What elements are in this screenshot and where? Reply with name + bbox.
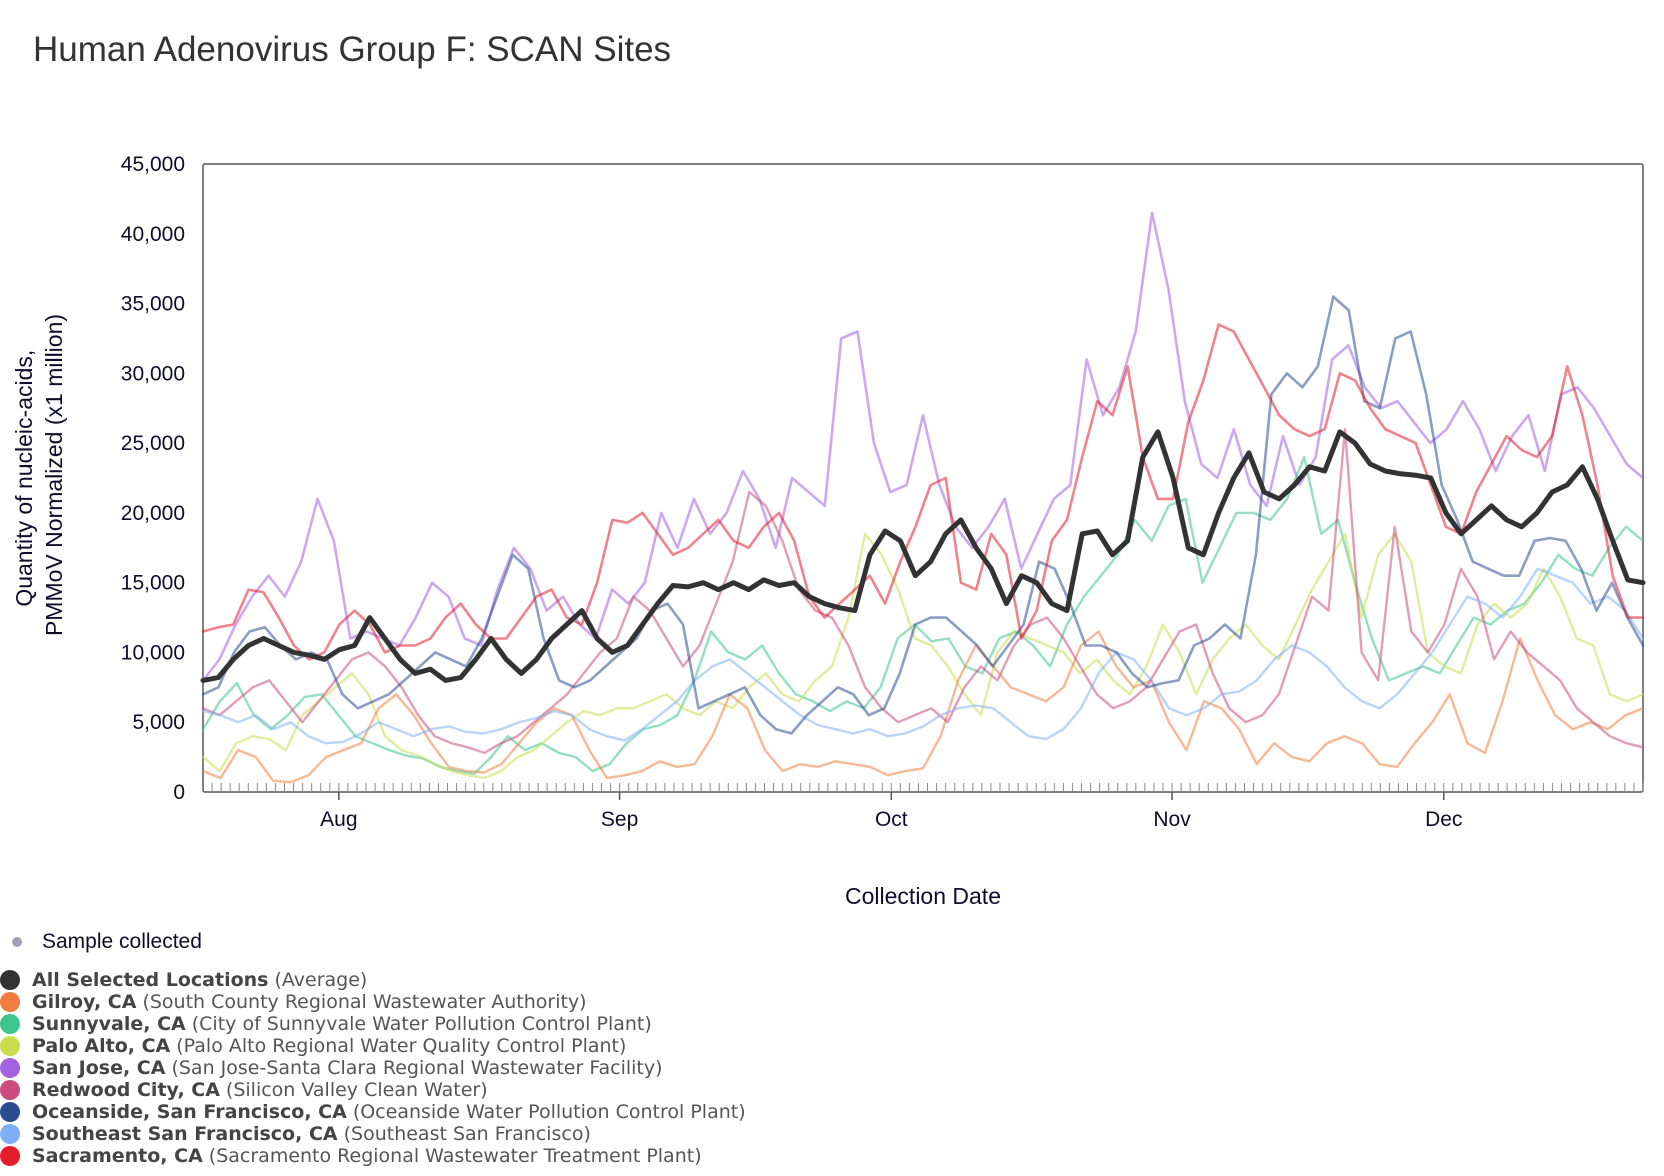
legend-swatch-icon (0, 1124, 20, 1144)
legend-swatch-icon (0, 1102, 20, 1122)
legend-location-name: Sunnyvale, CA (32, 1013, 186, 1035)
legend-item-southeast[interactable]: Southeast San Francisco, CA (Southeast Sa… (0, 1123, 746, 1145)
legend-item-gilroy[interactable]: Gilroy, CA (South County Regional Wastewa… (0, 991, 746, 1013)
legend-swatch-icon (0, 1058, 20, 1078)
series-line-avg[interactable] (200, 429, 1646, 683)
series-legend: All Selected Locations (Average) Gilroy, C… (0, 969, 746, 1167)
legend-swatch-icon (0, 1146, 20, 1166)
series-line-gilroy[interactable] (201, 630, 1645, 784)
legend-facility-name: (Southeast San Francisco) (343, 1123, 591, 1145)
y-tick-label: 5,000 (132, 711, 185, 734)
y-axis-title: Quantity of nucleic-acids, PMMoV Normali… (11, 314, 67, 636)
y-tick-label: 10,000 (121, 641, 185, 664)
series-line-oceanside[interactable] (201, 295, 1645, 735)
legend-facility-name: (South County Regional Wastewater Author… (142, 991, 587, 1013)
line-chart[interactable]: 0 5,000 10,000 15,000 20,000 25,000 30,000 35,0… (0, 0, 1664, 940)
y-tick-label: 20,000 (121, 502, 185, 525)
legend-item-sunnyvale[interactable]: Sunnyvale, CA (City of Sunnyvale Water Po… (0, 1013, 746, 1035)
series-line-southeast[interactable] (201, 567, 1645, 745)
legend-swatch-icon (0, 1014, 20, 1034)
sample-dot-icon (12, 937, 22, 947)
x-tick-label: Aug (320, 808, 357, 831)
x-tick-label: Dec (1425, 808, 1462, 831)
legend-swatch-icon (0, 1036, 20, 1056)
y-axis: 0 5,000 10,000 15,000 20,000 25,000 30,000 35,0… (121, 153, 185, 804)
series-line-paloalto[interactable] (201, 532, 1645, 780)
series-lines[interactable] (200, 211, 1646, 784)
legend-item-avg[interactable]: All Selected Locations (Average) (0, 969, 746, 991)
legend-location-name: Redwood City, CA (32, 1079, 220, 1101)
x-axis: Aug Sep Oct Nov Dec (211, 783, 1644, 831)
series-line-sanjose[interactable] (201, 211, 1645, 682)
legend-item-oceanside[interactable]: Oceanside, San Francisco, CA (Oceanside W… (0, 1101, 746, 1123)
y-tick-label: 35,000 (121, 293, 185, 316)
legend-item-redwood[interactable]: Redwood City, CA (Silicon Valley Clean Wa… (0, 1079, 746, 1101)
legend-facility-name: (San Jose-Santa Clara Regional Wastewate… (171, 1057, 663, 1079)
legend-facility-name: (Average) (274, 969, 368, 991)
y-tick-label: 25,000 (121, 432, 185, 455)
y-axis-title-line-2: PMMoV Normalized (x1 million) (41, 314, 67, 636)
x-tick-label: Nov (1153, 808, 1191, 831)
legend-location-name: Gilroy, CA (32, 991, 137, 1013)
legend-swatch-icon (0, 1080, 20, 1100)
legend-swatch-icon (0, 970, 20, 990)
sample-collected-legend: Sample collected (12, 930, 202, 954)
y-tick-label: 0 (173, 781, 185, 804)
legend-swatch-icon (0, 992, 20, 1012)
series-line-redwood[interactable] (201, 428, 1645, 755)
x-tick-label: Sep (601, 808, 638, 831)
legend-item-sanjose[interactable]: San Jose, CA (San Jose-Santa Clara Region… (0, 1057, 746, 1079)
x-axis-title: Collection Date (845, 883, 1001, 909)
y-tick-label: 15,000 (121, 572, 185, 595)
legend-location-name: Oceanside, San Francisco, CA (32, 1101, 347, 1123)
legend-location-name: San Jose, CA (32, 1057, 166, 1079)
y-axis-title-line-1: Quantity of nucleic-acids, (11, 350, 37, 607)
y-tick-label: 40,000 (121, 223, 185, 246)
sample-collected-label: Sample collected (42, 930, 202, 953)
legend-facility-name: (City of Sunnyvale Water Pollution Contr… (191, 1013, 652, 1035)
legend-location-name: Sacramento, CA (32, 1145, 203, 1167)
legend-location-name: All Selected Locations (32, 969, 269, 991)
y-tick-label: 30,000 (121, 362, 185, 385)
series-line-sacramento[interactable] (201, 323, 1645, 661)
x-tick-label: Oct (875, 808, 908, 831)
chart-title: Human Adenovirus Group F: SCAN Sites (33, 30, 672, 69)
legend-facility-name: (Oceanside Water Pollution Control Plant… (352, 1101, 746, 1123)
legend-facility-name: (Sacramento Regional Wastewater Treatmen… (208, 1145, 702, 1167)
legend-location-name: Southeast San Francisco, CA (32, 1123, 338, 1145)
legend-location-name: Palo Alto, CA (32, 1035, 171, 1057)
y-tick-label: 45,000 (121, 153, 185, 176)
legend-facility-name: (Palo Alto Regional Water Quality Contro… (176, 1035, 627, 1057)
legend-item-sacramento[interactable]: Sacramento, CA (Sacramento Regional Waste… (0, 1145, 746, 1167)
legend-item-paloalto[interactable]: Palo Alto, CA (Palo Alto Regional Water Q… (0, 1035, 746, 1057)
legend-facility-name: (Silicon Valley Clean Water) (225, 1079, 488, 1101)
